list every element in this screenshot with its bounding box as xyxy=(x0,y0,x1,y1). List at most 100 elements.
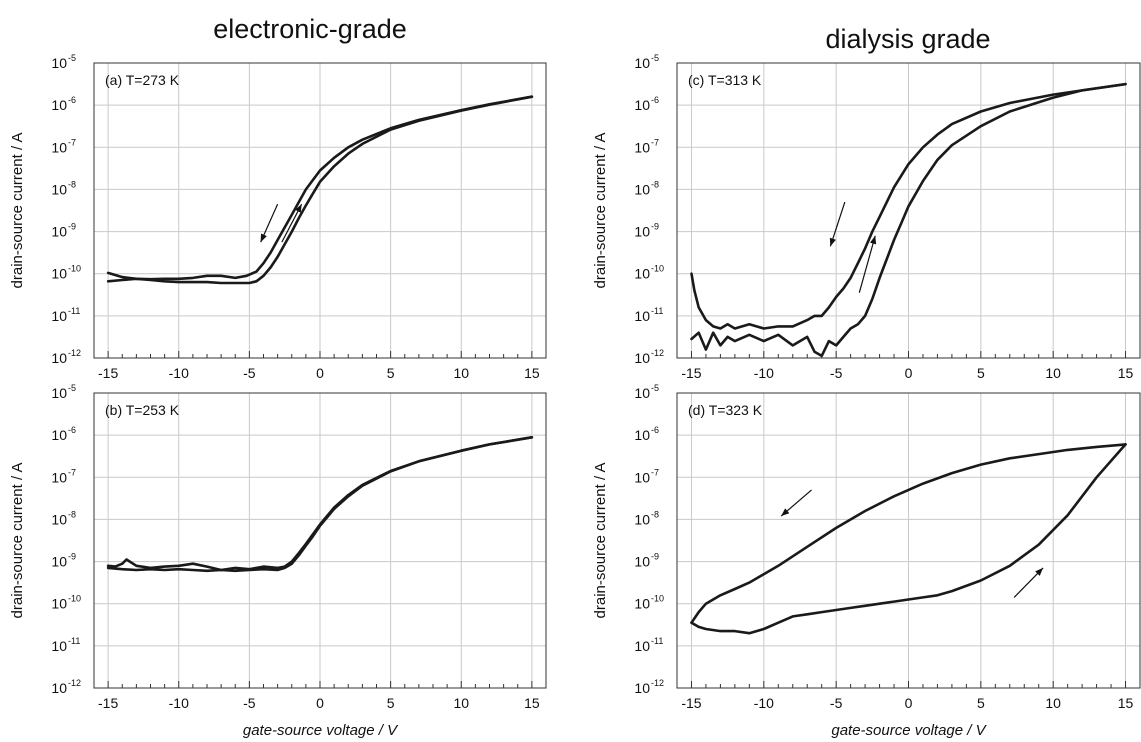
y-tick-label: 10 xyxy=(634,350,650,366)
series-line-2 xyxy=(106,95,534,285)
y-tick-label: 10 xyxy=(634,97,650,113)
y-tick-exponent: -7 xyxy=(651,137,659,147)
y-tick-exponent: -10 xyxy=(68,264,81,274)
x-tick-label: -5 xyxy=(243,365,256,381)
x-tick-label: 15 xyxy=(1118,365,1134,381)
x-axis-label: gate-source voltage / V xyxy=(243,722,399,739)
sweep-arrowhead xyxy=(260,233,267,243)
x-tick-label: 0 xyxy=(905,695,913,711)
y-tick-exponent: -10 xyxy=(68,594,81,604)
sweep-arrowhead xyxy=(1035,567,1044,576)
y-tick-label: 10 xyxy=(51,385,67,401)
y-tick-label: 10 xyxy=(634,680,650,696)
y-tick-exponent: -10 xyxy=(651,594,664,604)
x-tick-label: 5 xyxy=(387,695,395,711)
y-tick-label: 10 xyxy=(634,554,650,570)
y-tick-label: 10 xyxy=(51,55,67,71)
sweep-arrowhead xyxy=(781,508,790,517)
y-tick-exponent: -12 xyxy=(651,348,664,358)
series-line-1 xyxy=(106,95,534,281)
y-tick-label: 10 xyxy=(51,181,67,197)
y-tick-exponent: -5 xyxy=(68,53,76,63)
y-tick-label: 10 xyxy=(51,308,67,324)
x-tick-label: -5 xyxy=(243,695,256,711)
y-axis-label: drain-source current / A xyxy=(592,133,609,289)
x-tick-label: -10 xyxy=(169,695,189,711)
x-tick-label: 15 xyxy=(524,695,540,711)
y-tick-exponent: -6 xyxy=(651,95,659,105)
x-tick-label: 15 xyxy=(524,365,540,381)
x-tick-label: 10 xyxy=(1045,365,1061,381)
y-tick-label: 10 xyxy=(51,469,67,485)
x-tick-label: 0 xyxy=(316,695,324,711)
sweep-arrowhead xyxy=(829,237,836,247)
y-tick-exponent: -9 xyxy=(651,222,659,232)
y-tick-exponent: -11 xyxy=(68,306,80,316)
y-axis-label: drain-source current / A xyxy=(9,463,26,619)
y-tick-label: 10 xyxy=(634,308,650,324)
x-tick-label: -10 xyxy=(754,365,774,381)
x-tick-label: -15 xyxy=(681,695,701,711)
y-tick-label: 10 xyxy=(634,385,650,401)
y-tick-exponent: -12 xyxy=(68,348,81,358)
y-tick-label: 10 xyxy=(634,266,650,282)
y-tick-exponent: -12 xyxy=(68,678,81,688)
y-tick-exponent: -7 xyxy=(68,137,76,147)
series-line-2 xyxy=(106,436,534,573)
y-tick-label: 10 xyxy=(634,181,650,197)
x-tick-label: 5 xyxy=(977,365,985,381)
y-tick-exponent: -8 xyxy=(68,509,76,519)
y-tick-label: 10 xyxy=(51,139,67,155)
y-tick-label: 10 xyxy=(51,554,67,570)
y-tick-exponent: -8 xyxy=(651,179,659,189)
x-tick-label: 0 xyxy=(905,365,913,381)
y-tick-exponent: -7 xyxy=(68,467,76,477)
x-tick-label: -15 xyxy=(98,695,118,711)
series-line-1 xyxy=(690,82,1127,330)
y-tick-label: 10 xyxy=(51,266,67,282)
x-tick-label: 15 xyxy=(1118,695,1134,711)
y-tick-exponent: -9 xyxy=(651,552,659,562)
y-tick-label: 10 xyxy=(634,55,650,71)
x-tick-label: -10 xyxy=(169,365,189,381)
x-tick-label: 10 xyxy=(1045,695,1061,711)
x-tick-label: -15 xyxy=(98,365,118,381)
panel-label: (c) T=313 K xyxy=(688,72,762,88)
y-tick-exponent: -10 xyxy=(651,264,664,274)
x-axis-label: gate-source voltage / V xyxy=(831,722,987,739)
y-tick-label: 10 xyxy=(51,224,67,240)
y-tick-label: 10 xyxy=(634,638,650,654)
series-line-1 xyxy=(690,443,1127,624)
y-axis-label: drain-source current / A xyxy=(592,463,609,619)
x-tick-label: 10 xyxy=(453,695,469,711)
y-tick-exponent: -9 xyxy=(68,222,76,232)
y-tick-exponent: -11 xyxy=(68,636,80,646)
y-axis-label: drain-source current / A xyxy=(9,133,26,289)
x-tick-label: 5 xyxy=(387,365,395,381)
y-tick-exponent: -6 xyxy=(68,95,76,105)
y-tick-exponent: -5 xyxy=(651,53,659,63)
y-tick-exponent: -12 xyxy=(651,678,664,688)
x-tick-label: 10 xyxy=(453,365,469,381)
y-tick-label: 10 xyxy=(634,427,650,443)
y-tick-exponent: -9 xyxy=(68,552,76,562)
x-tick-label: -15 xyxy=(681,365,701,381)
series-line-2 xyxy=(690,443,1127,635)
y-tick-exponent: -5 xyxy=(651,383,659,393)
panel-label: (d) T=323 K xyxy=(688,402,763,418)
panel-label: (a) T=273 K xyxy=(105,72,180,88)
x-tick-label: -10 xyxy=(754,695,774,711)
left-column-title: electronic-grade xyxy=(213,14,407,44)
y-tick-label: 10 xyxy=(634,469,650,485)
y-tick-exponent: -6 xyxy=(68,425,76,435)
y-tick-exponent: -11 xyxy=(651,306,663,316)
y-tick-label: 10 xyxy=(51,97,67,113)
y-tick-label: 10 xyxy=(634,511,650,527)
series-line-2 xyxy=(690,82,1127,358)
y-tick-label: 10 xyxy=(634,224,650,240)
x-tick-label: 5 xyxy=(977,695,985,711)
